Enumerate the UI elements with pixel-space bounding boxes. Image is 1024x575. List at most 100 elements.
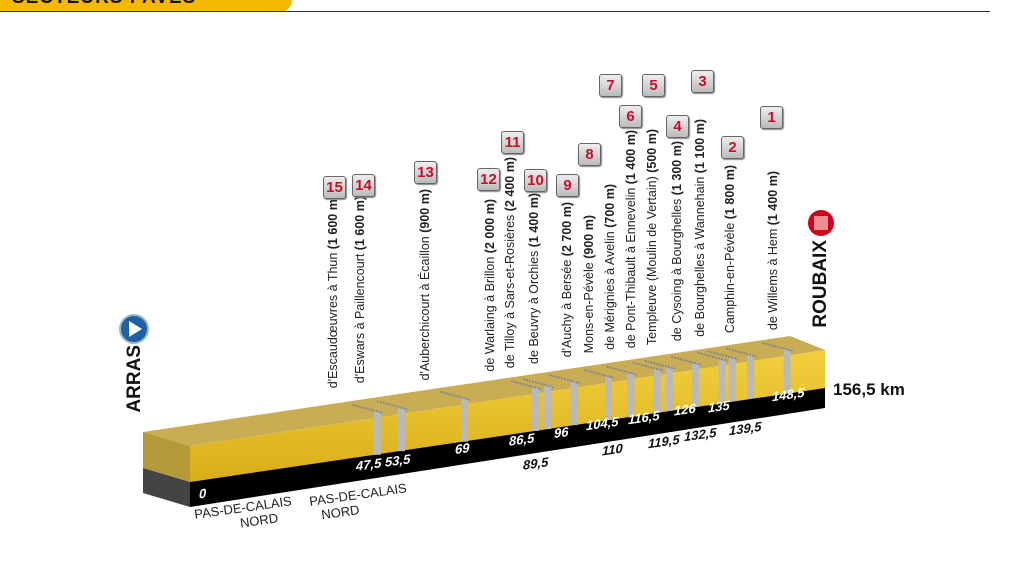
- cobble-road-mark: [707, 350, 739, 361]
- sector-label: de Warlaing à Brillon (2 000 m): [483, 199, 497, 372]
- cobble-road-mark: [522, 378, 554, 389]
- sector-label: Mons-en-Pévèle (900 m): [582, 215, 596, 353]
- sector-name: de Willems à Hem: [766, 228, 780, 330]
- sector-number-badge: 7: [599, 74, 622, 97]
- sector-length: (2 700 m): [560, 201, 574, 256]
- sector-number-badge: 8: [578, 143, 601, 166]
- sector-number-badge: 11: [501, 131, 524, 154]
- sector-length: (1 400 m): [766, 170, 780, 226]
- sector-label: de Willems à Hem (1 400 m): [766, 171, 780, 330]
- cobble-band: [605, 375, 613, 420]
- sector-length: (900 m): [418, 188, 432, 233]
- start-arrow-icon: [129, 321, 142, 337]
- sector-length: (1 400 m): [624, 129, 638, 184]
- cobble-road-mark: [439, 390, 471, 401]
- sector-label: d'Auchy à Bersée (2 700 m): [560, 202, 574, 357]
- cobble-road-mark: [583, 368, 615, 379]
- sector-length: (1 600 m): [353, 195, 367, 250]
- sector-name: d'Auberchicourt à Écaillon: [418, 235, 432, 380]
- cobble-road-mark: [376, 400, 408, 411]
- divider: [0, 11, 990, 12]
- sector-label: Camphin-en-Pévèle (1 800 m): [723, 165, 737, 333]
- total-distance: 156,5 km: [833, 380, 905, 399]
- sector-length: (2 400 m): [503, 156, 517, 211]
- cobble-band: [653, 368, 661, 413]
- sector-label: de Beuvry à Orchies (1 400 m): [527, 193, 541, 364]
- sector-number-badge: 6: [619, 105, 642, 128]
- finish-flag-icon: [814, 216, 828, 230]
- cobble-band: [728, 357, 736, 402]
- sector-number-badge: 2: [721, 136, 744, 159]
- cobble-band: [665, 366, 673, 411]
- sector-label: Templeuve (Moulin de Vertain) (500 m): [645, 129, 659, 345]
- sector-label: de Tilloy à Sars-et-Rosières (2 400 m): [503, 157, 517, 368]
- cobble-band: [398, 407, 406, 452]
- cobble-band: [747, 354, 755, 399]
- sector-label: de Bourghelles à Wannehain (1 100 m): [693, 119, 707, 337]
- sector-name: de Beuvry à Orchies: [527, 250, 541, 364]
- sector-number-badge: 10: [524, 169, 547, 192]
- sector-label: d'Auberchicourt à Écaillon (900 m): [418, 189, 432, 380]
- cobble-bands: [352, 341, 793, 455]
- cobble-road-mark: [697, 351, 728, 362]
- sector-name: de Cysoing à Bourghelles: [670, 198, 684, 341]
- cobble-band: [692, 362, 700, 407]
- cobble-road-mark: [670, 355, 702, 366]
- cobble-band: [460, 397, 468, 442]
- sector-number-badge: 1: [760, 106, 783, 129]
- sector-length: (700 m): [603, 184, 617, 228]
- cobble-band: [544, 385, 552, 430]
- sector-km-label: 135: [708, 397, 730, 416]
- sector-number-badge: 14: [352, 174, 375, 197]
- sector-length: (500 m): [645, 128, 659, 173]
- title-bar: [0, 0, 292, 12]
- cobble-road-mark: [606, 365, 637, 376]
- start-city: ARRAS: [124, 345, 145, 413]
- cobble-band: [531, 386, 539, 431]
- cobble-road-mark: [632, 361, 663, 372]
- sector-name: d'Eswars à Paillencourt: [353, 253, 367, 383]
- cobble-road-mark: [762, 341, 793, 352]
- sector-name: Mons-en-Pévèle: [582, 261, 596, 353]
- sector-km-label: 69: [455, 439, 470, 458]
- sector-length: (1 100 m): [693, 119, 707, 174]
- profile-side-face: [143, 432, 190, 482]
- sector-name: d'Auchy à Bersée: [560, 259, 574, 357]
- finish-city: ROUBAIX: [810, 240, 831, 328]
- sector-label: d'Escaudœuvres à Thun (1 600 m): [326, 195, 340, 388]
- sector-length: (900 m): [582, 214, 596, 259]
- sector-length: (1 300 m): [670, 140, 684, 196]
- cobble-road-mark: [644, 359, 676, 370]
- sector-label: de Cysoing à Bourghelles (1 300 m): [670, 141, 684, 341]
- km-start: 0: [199, 485, 207, 502]
- sector-name: de Pont-Thibault à Ennevelin: [624, 187, 638, 348]
- sector-label: de Pont-Thibault à Ennevelin (1 400 m): [624, 130, 638, 348]
- sector-length: (1 600 m): [326, 194, 340, 249]
- sector-length: (1 400 m): [527, 193, 541, 248]
- cobble-road-mark: [510, 379, 542, 390]
- sector-km-label: 96: [554, 423, 569, 442]
- cobble-road-mark: [352, 403, 383, 414]
- page-title: SECTEURS PAVÉS: [12, 0, 196, 9]
- cobble-band: [570, 381, 578, 426]
- sector-length: (2 000 m): [483, 199, 497, 254]
- sector-number-badge: 3: [691, 70, 714, 93]
- sector-km-label: 126: [674, 400, 696, 419]
- sector-number-badge: 5: [642, 74, 665, 97]
- sector-km-label: 110: [602, 440, 623, 459]
- profile-road-strip: [190, 388, 825, 507]
- sector-number-badge: 15: [323, 176, 346, 199]
- cobble-band: [373, 410, 381, 455]
- sector-label: d'Eswars à Paillencourt (1 600 m): [353, 196, 367, 383]
- cobble-band: [718, 358, 726, 403]
- sector-length: (1 800 m): [723, 164, 737, 220]
- sector-name: d'Escaudœuvres à Thun: [326, 252, 340, 388]
- cobble-road-mark: [725, 347, 757, 358]
- sector-name: de Bourghelles à Wannehain: [693, 176, 707, 337]
- sector-name: de Tilloy à Sars-et-Rosières: [503, 214, 517, 368]
- sector-number-badge: 4: [666, 115, 689, 138]
- sector-number-badge: 9: [556, 174, 579, 197]
- sector-label: de Mérignies à Avelin (700 m): [603, 184, 617, 350]
